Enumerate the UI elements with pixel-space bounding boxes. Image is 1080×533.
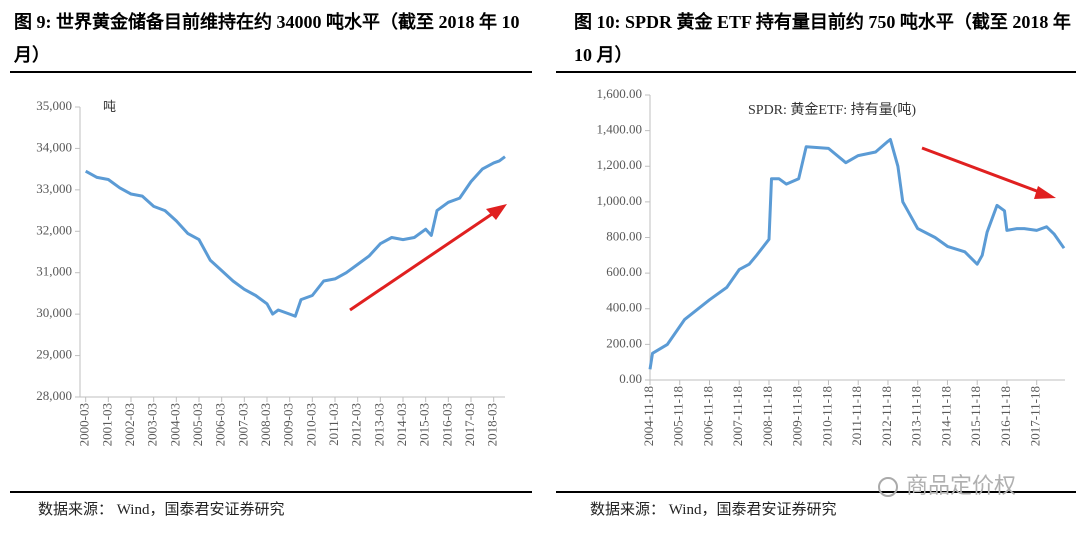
- x-tick-label: 2017-03: [462, 403, 477, 446]
- y-tick-label: 1,600.00: [597, 86, 643, 101]
- source: 数据来源： Wind，国泰君安证券研究: [590, 502, 837, 518]
- x-tick-label: 2006-11-18: [700, 386, 715, 446]
- watermark: 商品定价权: [906, 474, 1016, 499]
- trend-arrow: [921, 146, 1043, 195]
- x-tick-label: 2006-03: [213, 403, 228, 446]
- x-tick-label: 2015-03: [417, 403, 432, 446]
- x-tick-label: 2005-11-18: [671, 386, 686, 446]
- y-tick-label: 200.00: [606, 335, 642, 350]
- y-tick-label: 29,000: [36, 347, 72, 362]
- x-tick-label: 2010-03: [303, 403, 318, 446]
- x-tick-label: 2007-03: [235, 403, 250, 446]
- x-tick-label: 2004-03: [167, 403, 182, 446]
- y-tick-label: 600.00: [606, 264, 642, 279]
- y-tick-label: 0.00: [619, 371, 642, 386]
- x-tick-label: 2008-03: [258, 403, 273, 446]
- x-tick-label: 2018-03: [485, 403, 500, 446]
- x-tick-label: 2015-11-18: [968, 386, 983, 446]
- y-axis-label: 吨: [103, 99, 116, 114]
- x-tick-label: 2010-11-18: [819, 386, 834, 446]
- x-tick-label: 2004-11-18: [641, 386, 656, 446]
- x-tick-label: 2007-11-18: [730, 386, 745, 446]
- x-tick-label: 2011-11-18: [849, 386, 864, 446]
- legend-label: SPDR: 黄金ETF: 持有量(吨): [748, 101, 916, 118]
- x-tick-label: 2008-11-18: [760, 386, 775, 446]
- series-line: [84, 155, 506, 318]
- y-tick-label: 31,000: [36, 264, 72, 279]
- x-tick-label: 2009-11-18: [790, 386, 805, 446]
- y-tick-label: 32,000: [36, 222, 72, 237]
- y-tick-label: 1,400.00: [597, 122, 643, 137]
- y-tick-label: 1,000.00: [597, 193, 643, 208]
- y-tick-label: 30,000: [36, 305, 72, 320]
- y-tick-label: 28,000: [36, 388, 72, 403]
- arrow-head: [1034, 186, 1056, 199]
- y-tick-label: 34,000: [36, 139, 72, 154]
- y-tick-label: 35,000: [36, 98, 72, 113]
- series-line: [648, 138, 1066, 370]
- x-tick-label: 2000-03: [77, 403, 92, 446]
- y-tick-label: 400.00: [606, 300, 642, 315]
- y-tick-label: 1,200.00: [597, 157, 643, 172]
- x-tick-label: 2013-03: [371, 403, 386, 446]
- y-tick-label: 800.00: [606, 228, 642, 243]
- x-tick-label: 2013-11-18: [909, 386, 924, 446]
- x-tick-label: 2011-03: [326, 403, 341, 446]
- x-tick-label: 2012-03: [349, 403, 364, 446]
- x-tick-label: 2001-03: [99, 403, 114, 446]
- trend-arrow: [349, 210, 496, 312]
- x-tick-label: 2009-03: [281, 403, 296, 446]
- x-tick-label: 2014-03: [394, 403, 409, 446]
- x-tick-label: 2017-11-18: [1028, 386, 1043, 446]
- y-tick-label: 33,000: [36, 181, 72, 196]
- x-tick-label: 2005-03: [190, 403, 205, 446]
- x-tick-label: 2002-03: [122, 403, 137, 446]
- chart-title: 图 10: SPDR 黄金 ETF 持有量目前约 750 吨水平（截至 2018…: [574, 12, 1071, 65]
- x-tick-label: 2003-03: [145, 403, 160, 446]
- arrow-head: [486, 204, 507, 220]
- x-tick-label: 2016-11-18: [998, 386, 1013, 446]
- x-tick-label: 2014-11-18: [938, 386, 953, 446]
- source: 数据来源： Wind，国泰君安证券研究: [38, 502, 285, 518]
- x-tick-label: 2016-03: [439, 403, 454, 446]
- watermark-icon: [878, 477, 898, 497]
- chart-title: 图 9: 世界黄金储备目前维持在约 34000 吨水平（截至 2018 年 10…: [14, 12, 520, 65]
- x-tick-label: 2012-11-18: [879, 386, 894, 446]
